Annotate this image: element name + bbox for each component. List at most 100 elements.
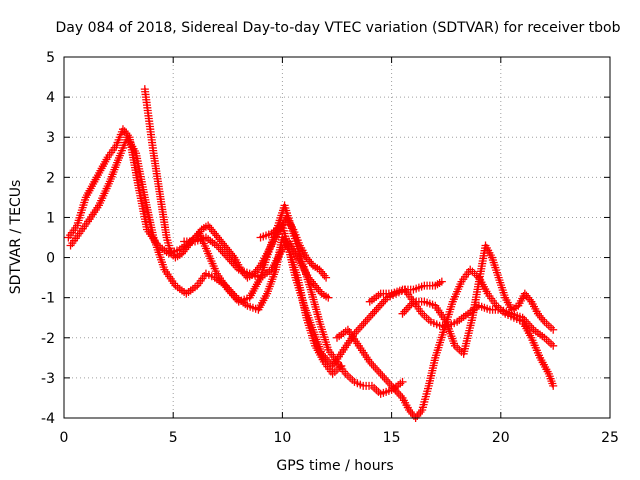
data-point: [376, 369, 385, 378]
data-point: [177, 249, 186, 258]
x-tick-label: 25: [601, 430, 619, 446]
data-point-marker: [524, 293, 533, 302]
data-point-marker: [363, 315, 372, 324]
data-point-marker: [382, 375, 391, 384]
data-point-marker: [228, 289, 237, 298]
data-point-marker: [414, 409, 423, 418]
data-point-marker: [319, 351, 328, 360]
data-point-marker: [307, 259, 316, 268]
data-point-marker: [213, 233, 222, 242]
data-point-marker: [218, 239, 227, 248]
data-point: [223, 253, 232, 262]
data-point-marker: [537, 313, 546, 322]
data-point-marker: [220, 249, 229, 258]
data-point: [302, 253, 311, 262]
data-point-marker: [370, 307, 379, 316]
x-axis-ticks: 0 5 10 15 20 25: [60, 57, 619, 446]
data-point-marker: [396, 391, 405, 400]
data-point-marker: [375, 301, 384, 310]
data-point-marker: [192, 231, 201, 240]
data-point-marker: [225, 285, 234, 294]
data-point-marker: [406, 407, 415, 416]
data-point: [315, 265, 324, 274]
data-point-marker: [227, 249, 236, 258]
data-point-marker: [306, 275, 315, 284]
data-point-marker: [377, 299, 386, 308]
data-point-marker: [355, 323, 364, 332]
data-point-marker: [371, 363, 380, 372]
data-point-marker: [304, 255, 313, 264]
data-point-marker: [318, 269, 327, 278]
data-point-marker: [122, 129, 131, 138]
y-tick-label: 0: [46, 251, 55, 267]
data-point-marker: [195, 227, 204, 236]
data-point: [221, 281, 230, 290]
data-point-marker: [383, 377, 392, 386]
data-point-marker: [368, 309, 377, 318]
data-point-marker: [225, 255, 234, 264]
data-point: [223, 245, 232, 254]
data-point: [437, 277, 446, 286]
x-tick-label: 15: [383, 430, 401, 446]
data-point-marker: [378, 371, 387, 380]
y-tick-label: -3: [41, 371, 55, 387]
data-point: [549, 325, 558, 334]
y-axis-label: SDTVAR / TECUs: [8, 180, 24, 295]
data-point: [311, 281, 320, 290]
data-point: [387, 381, 396, 390]
data-point-marker: [522, 291, 531, 300]
data-point-marker: [254, 263, 263, 272]
data-point-marker: [525, 295, 534, 304]
data-point-marker: [214, 243, 223, 252]
data-point-marker: [538, 315, 547, 324]
data-point-marker: [205, 223, 214, 232]
data-point: [217, 237, 226, 246]
data-point-marker: [394, 389, 403, 398]
y-tick-label: -2: [41, 331, 55, 347]
data-point-marker: [223, 283, 232, 292]
data-point-marker: [215, 235, 224, 244]
data-point-marker: [379, 297, 388, 306]
data-point-marker: [374, 303, 383, 312]
data-point: [304, 273, 313, 282]
data-point-marker: [352, 327, 361, 336]
data-point-marker: [354, 325, 363, 334]
data-point-marker: [253, 265, 262, 274]
data-point-marker: [229, 259, 238, 268]
data-point-marker: [216, 245, 225, 254]
data-point-marker: [373, 365, 382, 374]
plot-frame: [63, 56, 611, 419]
data-point-marker: [374, 367, 383, 376]
data-point-marker: [407, 299, 416, 308]
data-point: [520, 289, 529, 298]
data-point-marker: [227, 287, 236, 296]
data-point: [212, 241, 221, 250]
data-point-marker: [369, 361, 378, 370]
data-point-marker: [309, 279, 318, 288]
data-point-marker: [120, 127, 129, 136]
data-point: [324, 293, 333, 302]
data-point: [398, 377, 407, 386]
x-tick-label: 20: [492, 430, 510, 446]
data-point-marker: [321, 353, 330, 362]
data-point: [210, 229, 219, 238]
data-point-marker: [227, 257, 236, 266]
data-point-marker: [209, 227, 218, 236]
data-point: [372, 305, 381, 314]
data-point-marker: [393, 387, 402, 396]
series-arc-7: [398, 241, 558, 358]
data-point-marker: [413, 411, 422, 420]
data-point: [204, 221, 213, 230]
data-point-marker: [305, 257, 314, 266]
data-point: [337, 361, 346, 370]
data-point-marker: [365, 313, 374, 322]
data-point-marker: [389, 383, 398, 392]
x-tick-label: 10: [273, 430, 291, 446]
data-point-marker: [228, 251, 237, 260]
data-point: [184, 241, 193, 250]
series-arc-6: [333, 265, 558, 422]
data-point-marker: [367, 359, 376, 368]
series-arc-5: [256, 221, 558, 370]
series-arc-3: [140, 85, 331, 282]
